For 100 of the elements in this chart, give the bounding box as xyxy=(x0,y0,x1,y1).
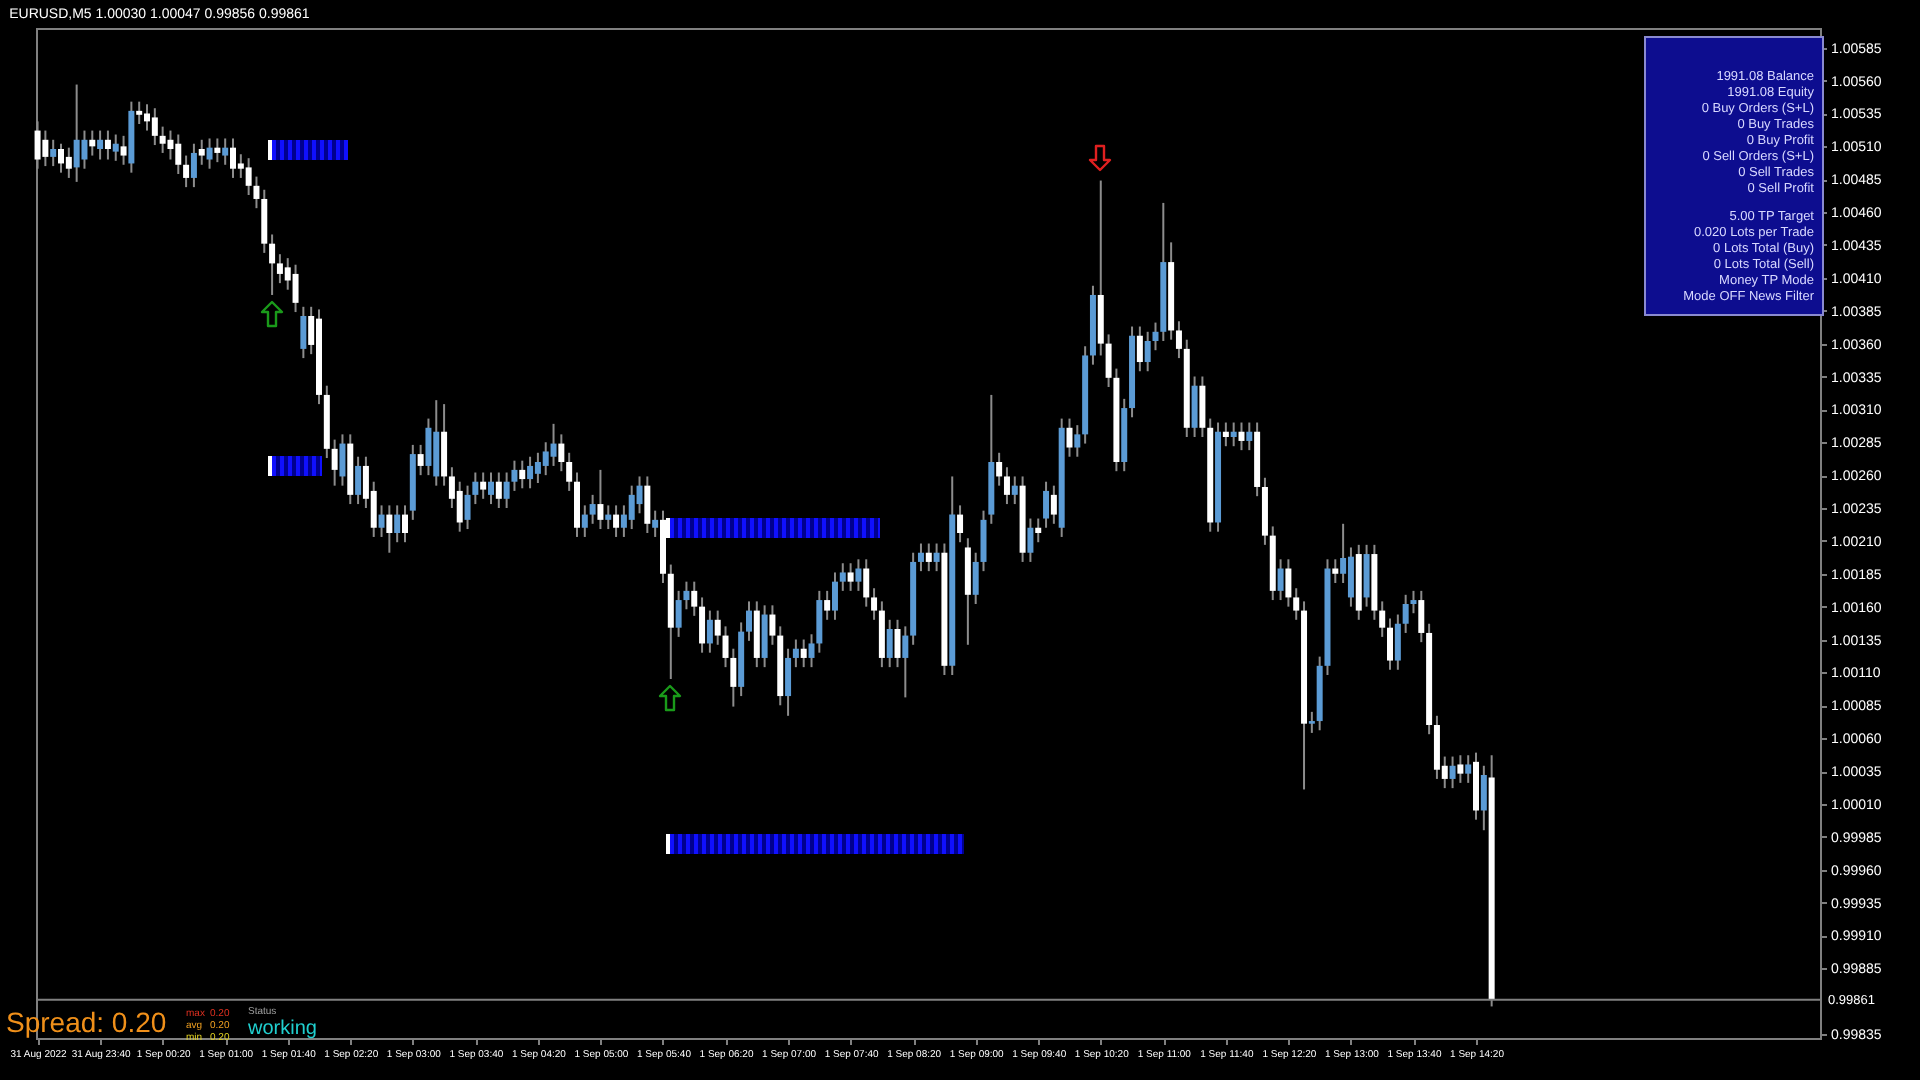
candlestick xyxy=(1035,517,1042,544)
annotation: Spread: 0.20 xyxy=(6,1006,167,1038)
candlestick xyxy=(441,403,448,487)
candlestick xyxy=(230,137,237,179)
candlestick xyxy=(769,604,776,646)
candlestick xyxy=(699,596,706,654)
candlestick xyxy=(402,504,408,544)
candlestick xyxy=(1011,475,1018,506)
candlestick xyxy=(58,142,65,174)
candlestick xyxy=(1043,480,1050,529)
candlestick xyxy=(605,504,612,531)
candlestick xyxy=(81,129,88,170)
candlestick xyxy=(824,589,831,621)
candlestick xyxy=(175,133,182,175)
candlestick xyxy=(292,263,299,314)
candlestick xyxy=(957,504,964,544)
candlestick xyxy=(519,459,526,490)
candlestick xyxy=(1433,714,1440,780)
candlestick xyxy=(198,138,205,166)
candlestick xyxy=(1050,484,1057,525)
candlestick xyxy=(1191,375,1198,438)
candlestick xyxy=(1144,330,1151,373)
candlestick xyxy=(417,443,424,477)
candlestick xyxy=(50,138,57,168)
candlestick xyxy=(1246,421,1253,452)
candlestick xyxy=(65,146,72,179)
candlestick xyxy=(269,233,276,296)
candlestick xyxy=(917,542,924,573)
candlestick xyxy=(1027,517,1034,563)
candlestick xyxy=(1418,589,1425,644)
candlestick xyxy=(167,129,174,161)
candlestick xyxy=(581,504,588,538)
candlestick xyxy=(1136,325,1143,373)
candlestick xyxy=(550,422,557,467)
candlestick xyxy=(1277,558,1284,602)
candlestick xyxy=(1379,600,1386,638)
candlestick xyxy=(1449,755,1456,790)
candlestick xyxy=(847,562,854,592)
candlestick xyxy=(237,153,244,179)
candlestick xyxy=(1387,617,1394,671)
candlestick xyxy=(331,438,338,487)
candlestick xyxy=(831,571,838,621)
candlestick xyxy=(886,618,893,669)
candlestick xyxy=(855,558,862,592)
annotation: working xyxy=(248,1018,317,1040)
candlestick xyxy=(597,468,604,531)
candlestick xyxy=(996,451,1003,487)
candlestick xyxy=(761,604,768,669)
candlestick xyxy=(276,253,283,285)
candlestick xyxy=(800,638,807,669)
candlestick xyxy=(1363,543,1370,608)
candlestick xyxy=(1293,587,1300,621)
candlestick xyxy=(714,609,721,646)
candlestick xyxy=(104,129,111,161)
candlestick xyxy=(644,475,651,534)
candlestick xyxy=(487,471,494,506)
candlestick xyxy=(386,504,393,554)
candlestick xyxy=(1480,764,1487,832)
candlestick xyxy=(120,134,127,166)
candlestick xyxy=(863,558,870,608)
candlestick xyxy=(1394,613,1401,671)
candlestick xyxy=(355,455,362,506)
candlestick xyxy=(964,537,971,646)
candlestick xyxy=(792,638,799,669)
candlestick xyxy=(159,125,166,154)
candlestick xyxy=(339,433,346,487)
candlestick xyxy=(73,83,80,183)
candlestick xyxy=(1402,593,1409,634)
candlestick xyxy=(433,399,440,487)
candlestick xyxy=(573,471,580,538)
candlestick xyxy=(745,600,752,642)
candlestick xyxy=(136,100,143,125)
candlestick xyxy=(378,504,385,538)
candlestick xyxy=(636,475,643,515)
candlestick xyxy=(1308,710,1315,734)
candlestick xyxy=(902,625,909,699)
candlestick xyxy=(1003,466,1010,506)
candlestick xyxy=(542,441,549,477)
candlestick xyxy=(190,142,197,189)
candlestick xyxy=(144,103,151,132)
candlestick xyxy=(589,493,596,525)
candlestick xyxy=(1285,558,1292,608)
candlestick xyxy=(1066,417,1073,458)
candlestick xyxy=(97,129,104,161)
candlestick xyxy=(394,504,401,544)
candlestick xyxy=(675,589,682,638)
candlestick xyxy=(456,480,463,533)
candlestick xyxy=(925,542,932,573)
candlestick xyxy=(706,609,713,654)
candlestick xyxy=(1457,754,1464,784)
candlestick xyxy=(151,107,158,147)
candlestick xyxy=(1465,754,1472,784)
candlestick xyxy=(628,484,635,531)
candlestick xyxy=(261,188,268,254)
candlestick xyxy=(425,417,432,477)
candlestick xyxy=(1074,424,1081,458)
candlestick xyxy=(839,562,846,592)
candlestick xyxy=(1222,421,1229,448)
candlestick xyxy=(566,451,573,492)
candlestick xyxy=(183,154,190,189)
